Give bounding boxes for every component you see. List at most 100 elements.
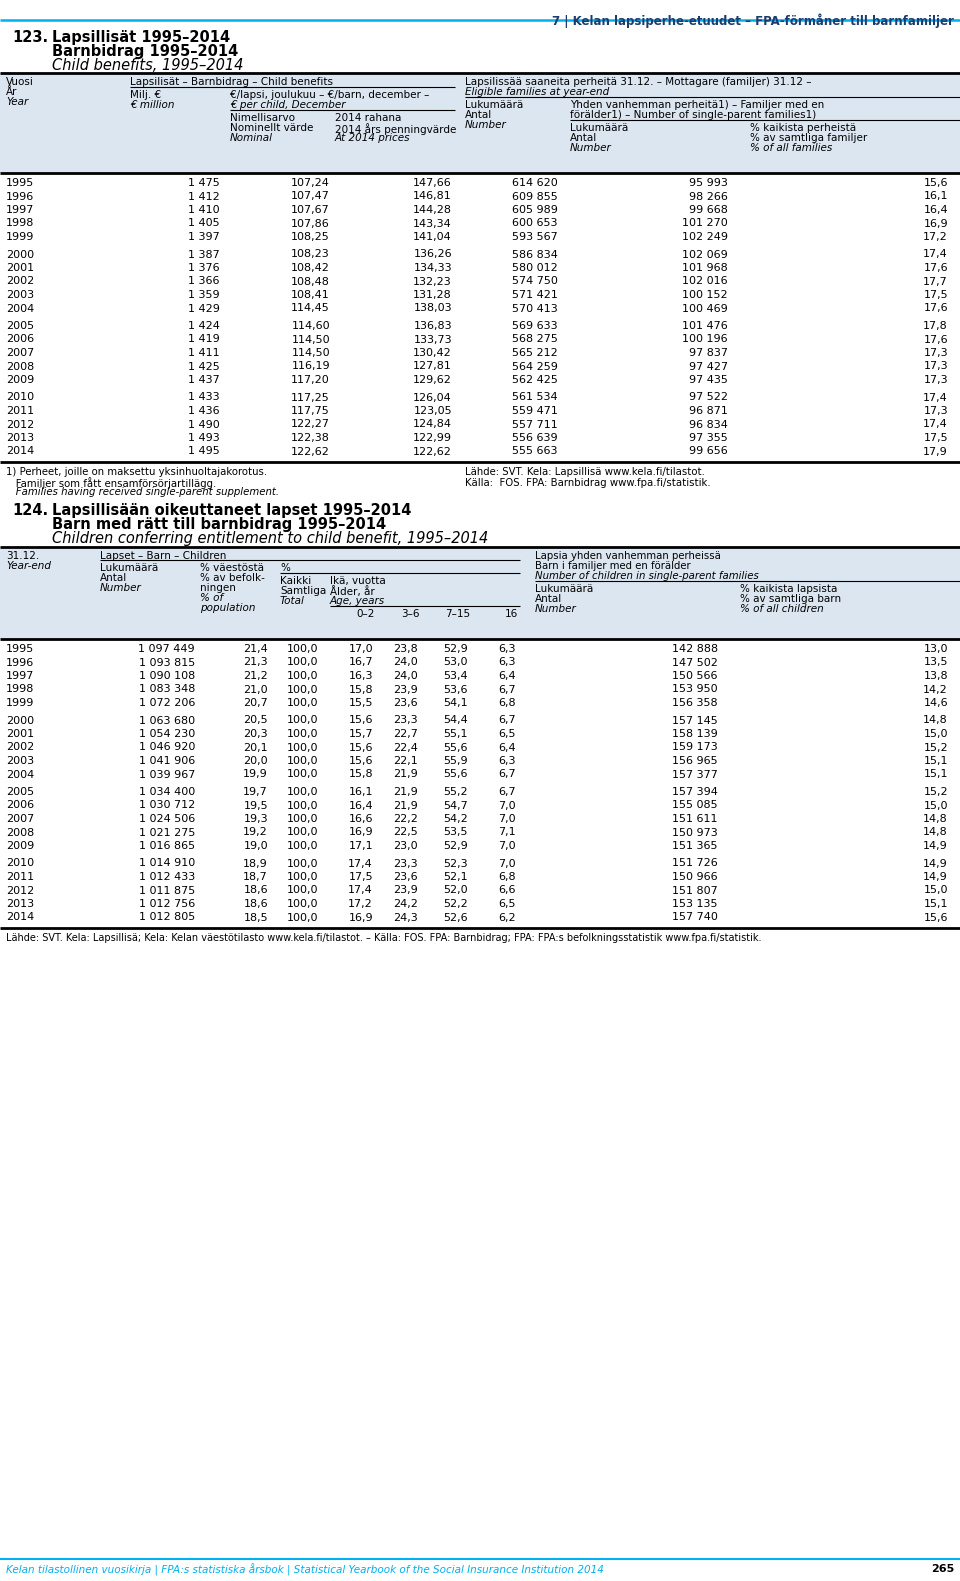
Text: €/lapsi, joulukuu – €/barn, december –: €/lapsi, joulukuu – €/barn, december – [230,90,429,100]
Text: 97 435: 97 435 [689,375,728,386]
Text: 6,3: 6,3 [498,658,516,667]
Text: 569 633: 569 633 [513,321,558,330]
Text: 108,42: 108,42 [291,262,330,274]
Text: Total: Total [280,596,305,606]
Text: % kaikista perheistä: % kaikista perheistä [750,123,856,133]
Text: 23,9: 23,9 [394,885,418,895]
Text: 561 534: 561 534 [513,392,558,403]
Text: 17,3: 17,3 [924,375,948,386]
Text: 6,5: 6,5 [498,900,516,909]
Text: Familjer som fått ensamförsörjartillägg.: Familjer som fått ensamförsörjartillägg. [6,477,216,489]
Text: 20,0: 20,0 [244,756,268,767]
Text: 23,6: 23,6 [394,873,418,882]
Text: Barn i familjer med en förälder: Barn i familjer med en förälder [535,561,690,571]
Text: 2005: 2005 [6,787,35,797]
Text: Eligible families at year-end: Eligible families at year-end [465,87,610,96]
Text: 100,0: 100,0 [286,729,318,738]
Text: 15,5: 15,5 [348,697,373,708]
Text: 570 413: 570 413 [513,304,558,313]
Text: 31.12.: 31.12. [6,552,39,561]
Text: 2008: 2008 [6,827,35,838]
Text: 557 711: 557 711 [513,419,558,430]
Text: Lukumäärä: Lukumäärä [535,583,593,594]
Text: 2006: 2006 [6,800,35,811]
Text: 16,4: 16,4 [348,800,373,811]
Text: 2002: 2002 [6,277,35,286]
Text: 2007: 2007 [6,348,35,357]
Text: 147,66: 147,66 [413,179,452,188]
Text: 20,5: 20,5 [244,716,268,726]
Text: 54,4: 54,4 [444,716,468,726]
Text: 22,7: 22,7 [394,729,418,738]
Text: 54,7: 54,7 [444,800,468,811]
Text: 116,19: 116,19 [292,362,330,372]
Text: 122,27: 122,27 [291,419,330,430]
Text: 1 425: 1 425 [188,362,220,372]
Text: Lapsillisät 1995–2014: Lapsillisät 1995–2014 [52,30,230,44]
Text: 14,2: 14,2 [924,685,948,694]
Text: 1 397: 1 397 [188,232,220,242]
Text: 6,2: 6,2 [498,912,516,922]
Text: 114,50: 114,50 [292,335,330,345]
Text: 1 063 680: 1 063 680 [139,716,195,726]
Text: 1 490: 1 490 [188,419,220,430]
Text: 107,47: 107,47 [291,191,330,201]
Text: 593 567: 593 567 [513,232,558,242]
Text: 16,9: 16,9 [348,827,373,838]
Text: 14,9: 14,9 [924,873,948,882]
Text: 23,3: 23,3 [394,858,418,868]
Text: 52,9: 52,9 [444,643,468,655]
Text: 114,50: 114,50 [292,348,330,357]
Text: 2003: 2003 [6,289,35,300]
Text: 1) Perheet, joille on maksettu yksinhuoltajakorotus.: 1) Perheet, joille on maksettu yksinhuol… [6,466,267,477]
Text: Nimellisarvo: Nimellisarvo [230,112,295,123]
Text: 17,4: 17,4 [924,419,948,430]
Text: 17,5: 17,5 [348,873,373,882]
Text: 138,03: 138,03 [414,304,452,313]
Text: 100,0: 100,0 [286,912,318,922]
Text: Families having received single-parent supplement.: Families having received single-parent s… [6,487,279,496]
Text: 100,0: 100,0 [286,873,318,882]
Text: 102 249: 102 249 [682,232,728,242]
Text: 17,4: 17,4 [348,858,373,868]
Text: 565 212: 565 212 [513,348,558,357]
Text: 14,8: 14,8 [924,716,948,726]
Text: 15,6: 15,6 [924,179,948,188]
Text: 609 855: 609 855 [513,191,558,201]
Text: 2014 års penningvärde: 2014 års penningvärde [335,123,456,134]
Text: 55,9: 55,9 [444,756,468,767]
Text: 1 016 865: 1 016 865 [139,841,195,851]
Text: Yhden vanhemman perheitä1) – Familjer med en: Yhden vanhemman perheitä1) – Familjer me… [570,100,825,111]
Text: 2007: 2007 [6,814,35,824]
Text: € million: € million [130,100,175,111]
Text: 122,62: 122,62 [413,446,452,457]
Text: Kelan tilastollinen vuosikirja | FPA:s statistiska årsbok | Statistical Yearbook: Kelan tilastollinen vuosikirja | FPA:s s… [6,1564,604,1576]
Text: 6,8: 6,8 [498,697,516,708]
Text: 2005: 2005 [6,321,35,330]
Text: 2012: 2012 [6,419,35,430]
Text: 571 421: 571 421 [512,289,558,300]
Text: 265: 265 [931,1564,954,1575]
Text: 7,0: 7,0 [498,841,516,851]
Text: 19,9: 19,9 [243,770,268,779]
Text: 15,1: 15,1 [924,770,948,779]
Text: 19,2: 19,2 [243,827,268,838]
Text: 6,7: 6,7 [498,770,516,779]
Text: % av samtliga familjer: % av samtliga familjer [750,133,867,142]
Text: 55,6: 55,6 [444,770,468,779]
Text: 15,2: 15,2 [924,743,948,753]
Text: 21,9: 21,9 [394,787,418,797]
Text: 97 522: 97 522 [689,392,728,403]
Text: 114,45: 114,45 [291,304,330,313]
Text: 580 012: 580 012 [513,262,558,274]
Text: 23,9: 23,9 [394,685,418,694]
Text: 1 093 815: 1 093 815 [139,658,195,667]
Text: 2008: 2008 [6,362,35,372]
Text: 156 358: 156 358 [672,697,718,708]
Text: 24,0: 24,0 [394,658,418,667]
Text: 99 668: 99 668 [689,206,728,215]
Text: % av samtliga barn: % av samtliga barn [740,594,841,604]
Text: At 2014 prices: At 2014 prices [335,133,411,142]
Text: 23,3: 23,3 [394,716,418,726]
Text: 151 611: 151 611 [673,814,718,824]
